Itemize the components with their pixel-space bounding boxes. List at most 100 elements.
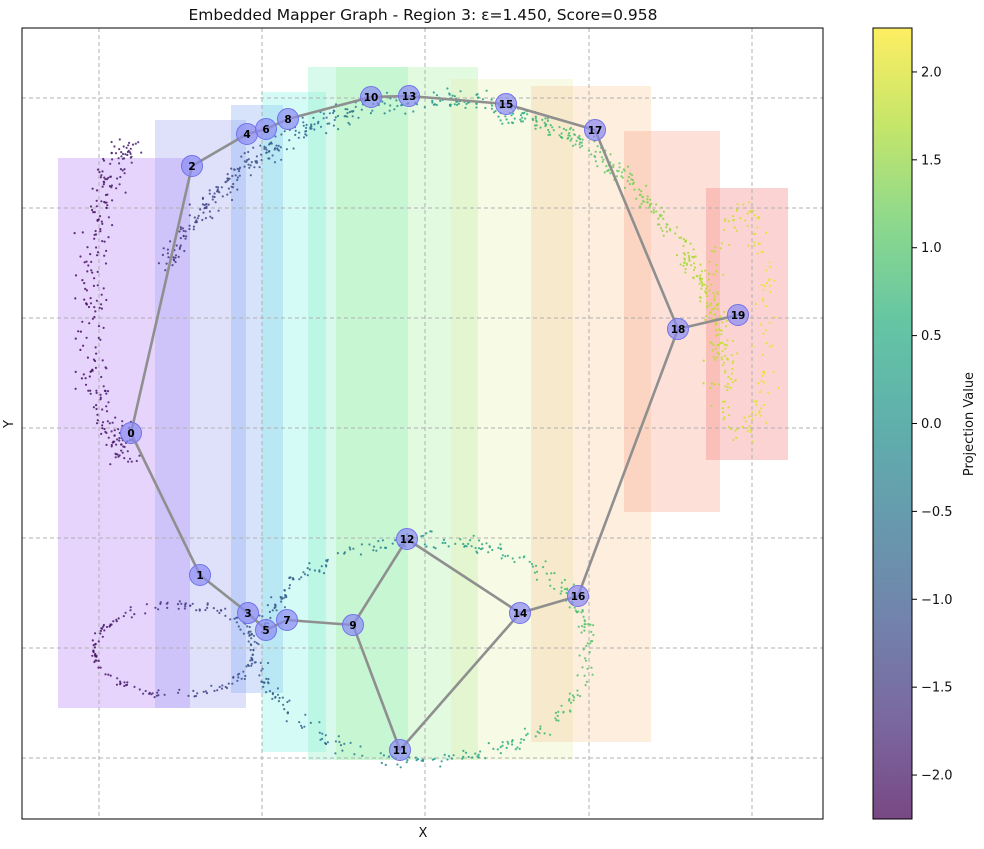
data-point-62 (544, 117, 547, 120)
data-point-1018 (237, 676, 240, 679)
data-point-1561 (705, 295, 708, 298)
data-point-1568 (726, 385, 729, 388)
data-point-953 (99, 632, 102, 635)
data-point-181 (548, 131, 551, 134)
data-point-1136 (306, 567, 309, 570)
data-point-424 (694, 255, 697, 258)
data-point-1289 (481, 543, 484, 546)
data-point-1072 (247, 664, 250, 668)
data-point-1284 (590, 630, 593, 634)
data-point-1142 (265, 691, 268, 694)
data-point-16 (534, 127, 537, 130)
data-point-1378 (353, 753, 356, 756)
data-point-1336 (590, 640, 593, 643)
data-point-915 (105, 625, 109, 629)
data-point-874 (96, 270, 99, 273)
data-point-1399 (522, 556, 525, 559)
data-point-597 (316, 122, 320, 125)
data-point-1337 (576, 674, 579, 677)
data-point-775 (93, 237, 96, 240)
data-point-31 (171, 264, 174, 267)
data-point-1223 (500, 557, 503, 560)
data-point-1598 (759, 414, 762, 417)
data-point-301 (310, 127, 313, 130)
data-point-211 (464, 106, 467, 109)
data-point-331 (197, 214, 200, 217)
data-point-464 (684, 239, 688, 242)
data-point-415 (475, 102, 478, 105)
data-point-156 (649, 198, 652, 201)
data-point-718 (88, 375, 91, 378)
data-point-726 (137, 141, 140, 144)
data-point-673 (89, 392, 92, 395)
node-2 (181, 155, 203, 177)
data-point-1483 (702, 359, 705, 362)
data-point-880 (105, 249, 108, 252)
data-point-1290 (548, 578, 551, 581)
data-point-1478 (742, 203, 745, 206)
data-point-659 (100, 375, 103, 379)
data-point-282 (723, 310, 726, 313)
data-point-1071 (159, 602, 162, 606)
data-point-1329 (523, 727, 527, 730)
data-point-615 (692, 276, 695, 279)
data-point-866 (101, 240, 104, 243)
data-point-893 (120, 449, 123, 452)
data-point-1514 (769, 291, 772, 294)
data-point-1075 (94, 642, 97, 646)
data-point-1287 (520, 738, 523, 741)
data-point-1566 (746, 224, 749, 227)
data-point-519 (687, 251, 690, 254)
data-point-1103 (343, 742, 346, 746)
colorbar-tick-label-4: 0.0 (921, 417, 942, 432)
data-point-571 (607, 168, 610, 171)
data-point-1123 (334, 752, 337, 755)
data-point-1443 (748, 424, 751, 428)
node-label-11: 11 (393, 745, 408, 757)
data-point-9 (524, 117, 527, 120)
data-point-887 (117, 157, 120, 160)
data-point-1082 (545, 572, 548, 575)
data-point-298 (178, 246, 182, 249)
data-point-1426 (280, 600, 283, 603)
data-point-791 (111, 158, 114, 161)
data-point-1014 (233, 617, 236, 620)
data-point-1491 (723, 220, 726, 223)
data-point-17 (271, 154, 274, 157)
data-point-721 (113, 429, 116, 432)
data-point-1162 (590, 666, 593, 669)
plot-background (22, 28, 823, 819)
data-point-742 (131, 143, 135, 146)
data-point-1000 (157, 608, 160, 611)
data-point-739 (118, 138, 121, 141)
data-point-610 (692, 248, 695, 251)
data-point-146 (240, 155, 243, 158)
data-point-996 (94, 652, 97, 656)
data-point-771 (110, 184, 113, 187)
data-point-559 (301, 116, 304, 119)
data-point-1228 (487, 551, 490, 554)
data-point-1418 (487, 742, 490, 745)
data-point-1055 (119, 680, 122, 683)
data-point-350 (696, 275, 699, 278)
data-point-1246 (433, 757, 436, 761)
data-point-1059 (97, 666, 100, 669)
data-point-1468 (748, 201, 751, 204)
data-point-564 (684, 253, 687, 256)
data-point-1523 (753, 400, 756, 403)
data-point-60 (609, 153, 612, 156)
data-point-851 (96, 168, 100, 171)
data-point-711 (99, 230, 102, 233)
data-point-451 (721, 341, 724, 344)
data-point-1135 (553, 572, 556, 575)
data-point-1078 (97, 659, 100, 663)
data-point-799 (94, 366, 97, 369)
data-point-657 (124, 191, 127, 194)
data-point-1356 (338, 740, 341, 744)
data-point-869 (101, 424, 104, 427)
data-point-581 (249, 174, 252, 177)
data-point-1267 (478, 539, 481, 542)
data-point-303 (446, 87, 449, 90)
data-point-98 (652, 209, 655, 212)
data-point-1094 (352, 547, 355, 550)
